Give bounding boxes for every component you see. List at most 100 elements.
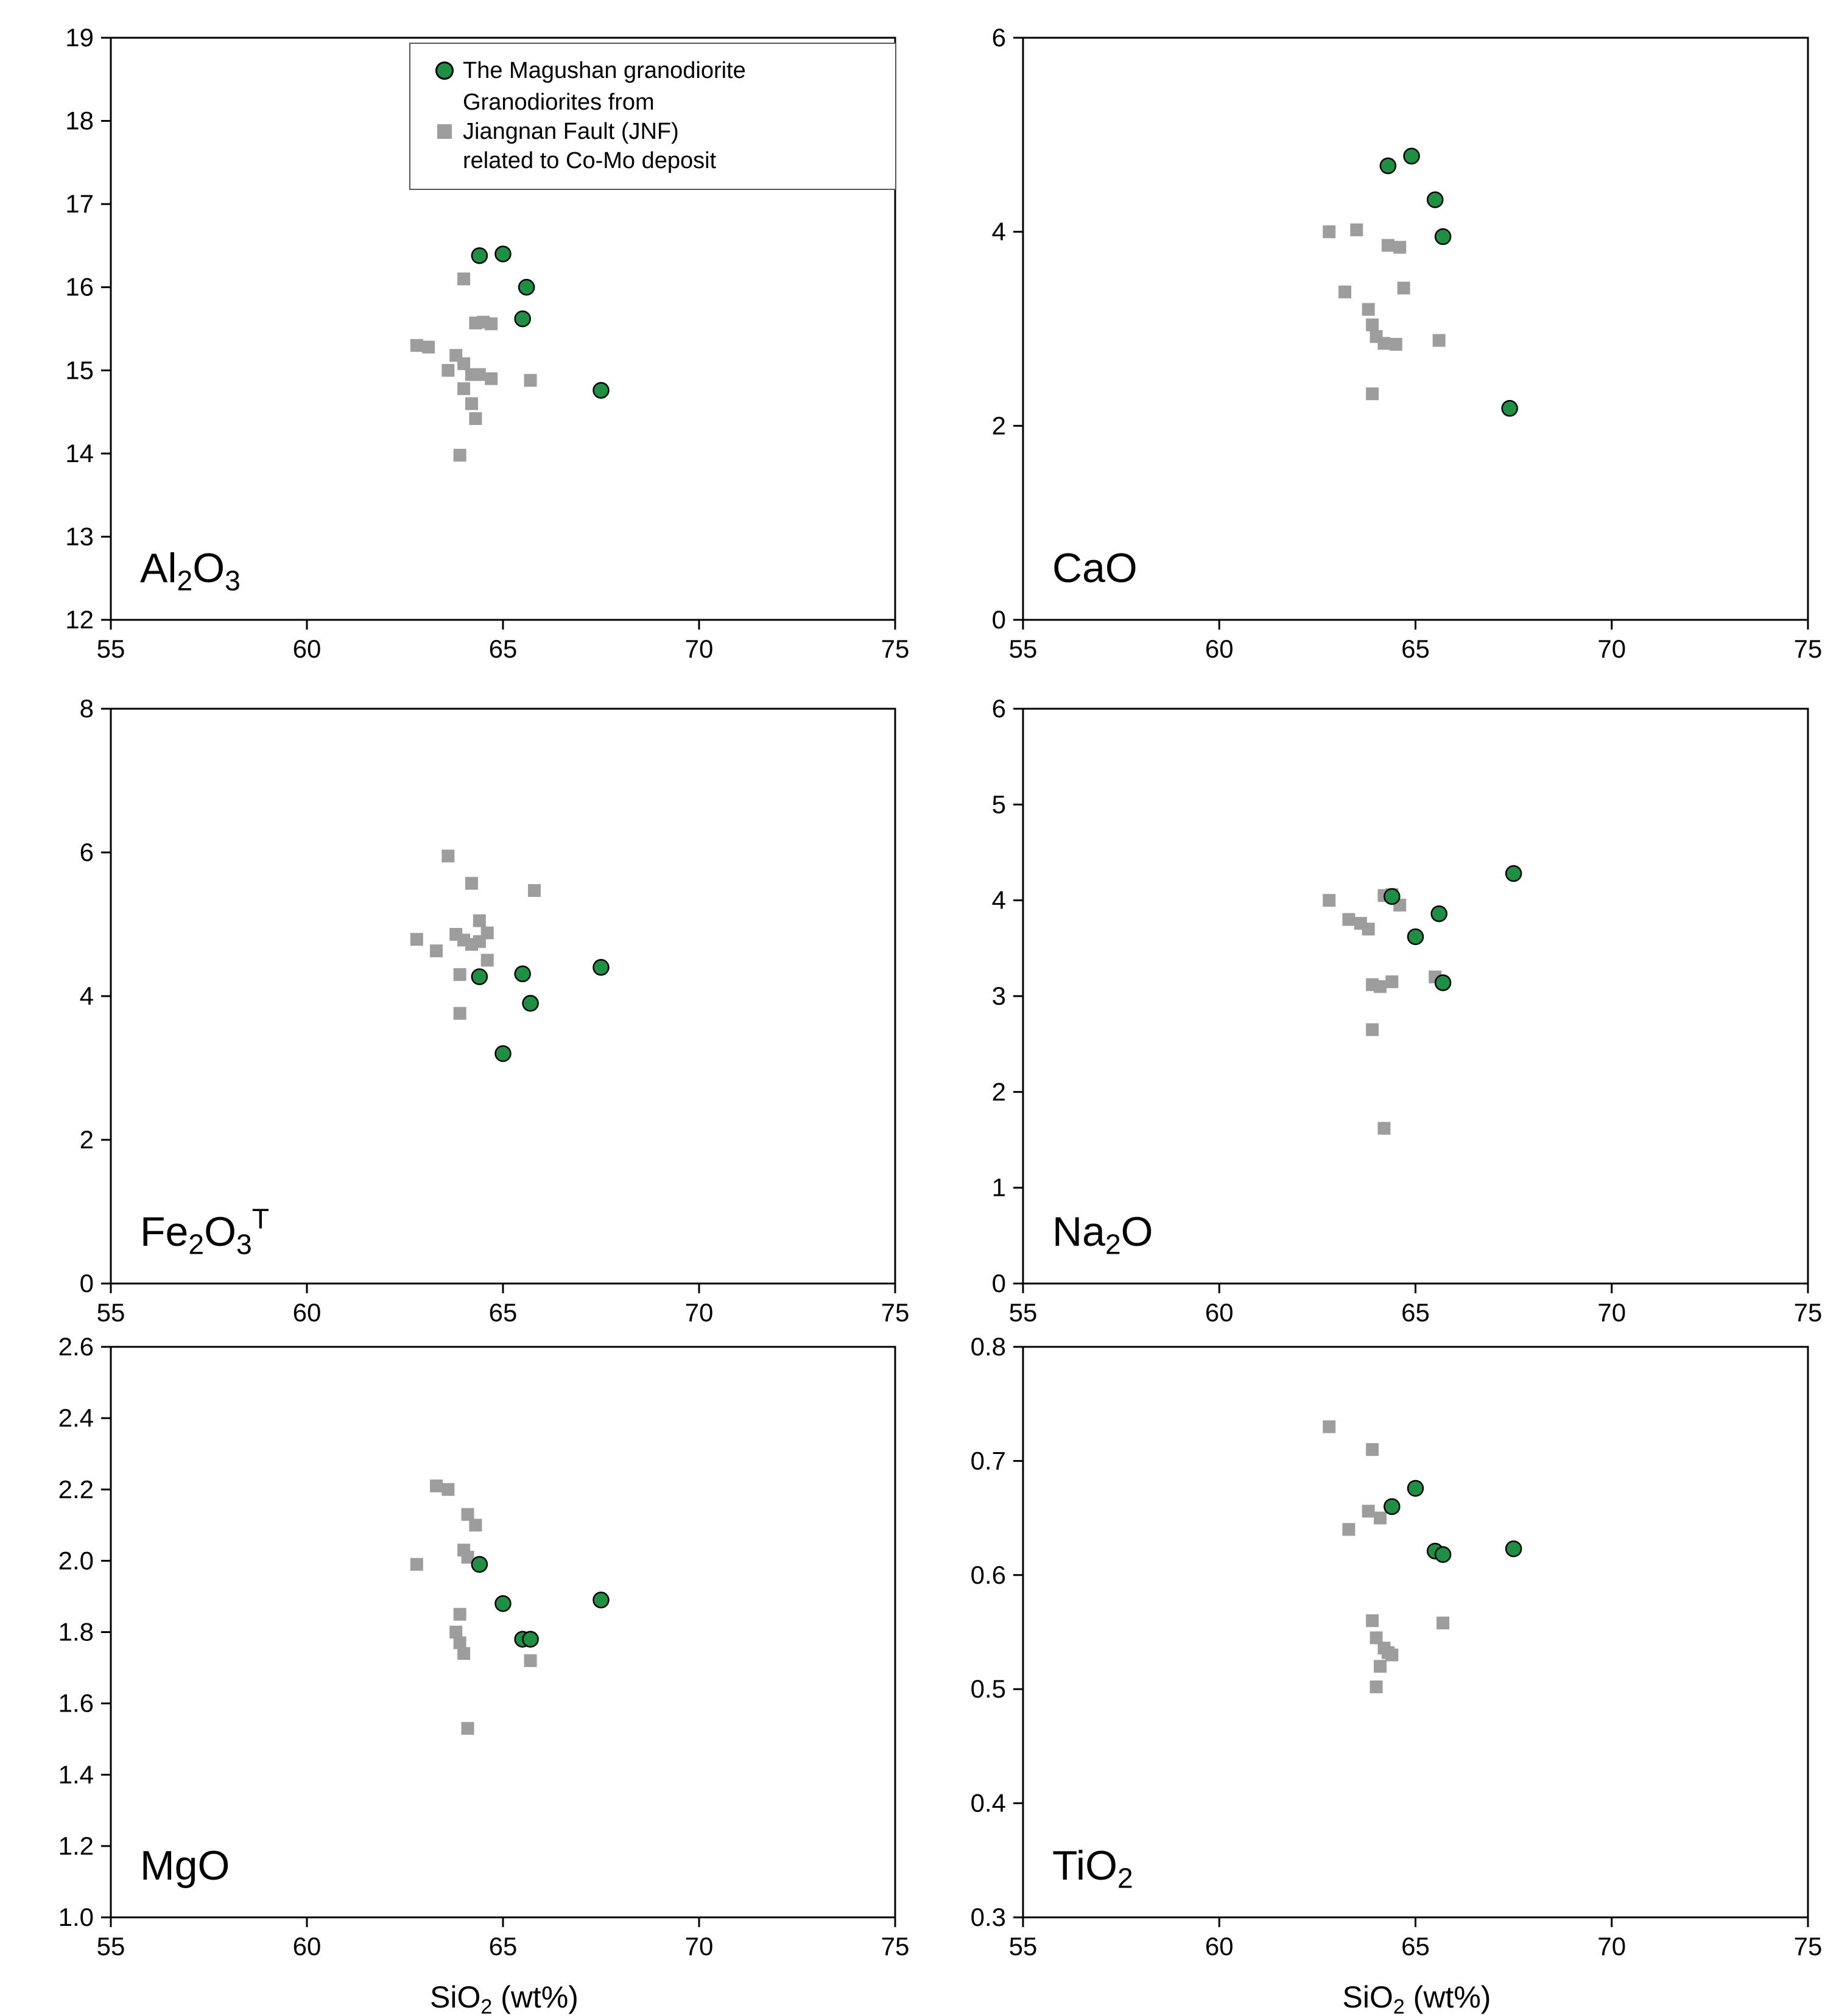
x-tick-label: 75 xyxy=(1794,1298,1823,1327)
text-part: Fe xyxy=(140,1209,188,1255)
x-tick-label: 75 xyxy=(1794,634,1823,663)
jnf-granodiorite-point xyxy=(480,954,494,967)
y-tick-label: 0 xyxy=(992,605,1006,634)
x-tick-label: 60 xyxy=(293,634,322,663)
magushan-granodiorite-point xyxy=(471,247,488,264)
magushan-granodiorite-point xyxy=(471,968,488,985)
jnf-granodiorite-point xyxy=(1362,303,1375,316)
y-tick-label: 19 xyxy=(65,23,94,52)
text-part: T xyxy=(252,1203,269,1234)
y-tick-label: 1.0 xyxy=(58,1903,94,1931)
panel-fe2o3t: 55 60 65 70 75 0 2 4 6 8 Fe2O3T xyxy=(0,670,912,1333)
jnf-granodiorite-point xyxy=(465,877,478,890)
legend-label-jnf-line2: Jiangnan Fault (JNF) xyxy=(463,119,679,144)
magushan-granodiorite-point xyxy=(1505,1540,1522,1558)
y-tick-label: 2.2 xyxy=(58,1475,94,1503)
magushan-granodiorite-point xyxy=(1434,974,1452,991)
jnf-granodiorite-point xyxy=(453,1006,466,1020)
x-tick-label: 75 xyxy=(1794,1932,1823,1961)
legend-square-marker-icon xyxy=(437,124,452,139)
jnf-granodiorite-point xyxy=(1342,1523,1356,1536)
text-part: (wt%) xyxy=(492,1980,578,2014)
jnf-granodiorite-point xyxy=(469,412,482,425)
x-tick-label: 60 xyxy=(1205,1298,1234,1327)
y-tick-label: 1.8 xyxy=(58,1618,94,1646)
magushan-granodiorite-point xyxy=(1384,888,1401,905)
text-part: O xyxy=(204,1209,236,1255)
plot-box xyxy=(110,1346,896,1919)
y-tick-label: 8 xyxy=(80,694,94,723)
panel-al2o3: 55 60 65 70 75 12 13 14 15 16 17 18 19 Al2O3 The Magu… xyxy=(0,0,912,670)
jnf-granodiorite-point xyxy=(1323,225,1336,239)
x-tick-label: 60 xyxy=(293,1932,322,1961)
x-tick-label: 70 xyxy=(1597,634,1626,663)
x-axis-title: SiO2 (wt%) xyxy=(430,1980,578,2016)
text-part: (wt%) xyxy=(1405,1980,1491,2014)
text-part: SiO xyxy=(430,1980,480,2014)
jnf-granodiorite-point xyxy=(1323,1420,1336,1433)
y-tick-label: 13 xyxy=(65,522,94,550)
jnf-granodiorite-point xyxy=(1350,223,1363,236)
y-tick-label: 0 xyxy=(80,1269,94,1298)
y-tick-label: 0.8 xyxy=(971,1333,1006,1361)
jnf-granodiorite-point xyxy=(485,317,498,331)
magushan-granodiorite-point xyxy=(593,1592,610,1609)
magushan-granodiorite-point xyxy=(471,1556,488,1573)
text-part: 2 xyxy=(177,565,192,597)
jnf-granodiorite-point xyxy=(457,382,471,395)
text-part: 2 xyxy=(1117,1863,1133,1894)
y-tick-label: 14 xyxy=(65,439,94,468)
jnf-granodiorite-point xyxy=(473,368,486,381)
legend-item-jnf: Granodiorites from Jiangnan Fault (JNF) … xyxy=(426,88,879,175)
x-tick-label: 70 xyxy=(1597,1932,1626,1961)
jnf-granodiorite-point xyxy=(1370,1680,1383,1693)
jnf-granodiorite-point xyxy=(1389,337,1402,351)
magushan-granodiorite-point xyxy=(1379,157,1397,175)
x-tick-label: 70 xyxy=(685,1932,714,1961)
jnf-granodiorite-point xyxy=(524,374,537,387)
jnf-granodiorite-point xyxy=(1432,334,1446,347)
y-tick-label: 0.7 xyxy=(971,1446,1006,1475)
panel-label: Al2O3 xyxy=(140,545,241,597)
magushan-granodiorite-point xyxy=(1384,1498,1401,1516)
text-part: 2 xyxy=(1393,1995,1405,2016)
jnf-granodiorite-point xyxy=(469,1519,482,1532)
magushan-granodiorite-point xyxy=(522,995,539,1012)
text-part: MgO xyxy=(140,1842,230,1889)
magushan-granodiorite-point xyxy=(593,959,610,976)
x-tick-label: 55 xyxy=(97,1298,125,1327)
jnf-granodiorite-point xyxy=(453,968,466,982)
legend-label-magushan: The Magushan granodiorite xyxy=(463,58,746,83)
panel-mgo: 55 60 65 70 75 1.0 1.2 1.4 1.6 1.8 2.0 2.2 2.4 2.6 MgO… xyxy=(0,1333,912,2016)
jnf-granodiorite-point xyxy=(410,339,423,352)
x-tick-label: 60 xyxy=(293,1298,322,1327)
jnf-granodiorite-point xyxy=(524,1654,537,1667)
jnf-granodiorite-point xyxy=(480,926,494,940)
y-tick-label: 0.6 xyxy=(971,1561,1006,1589)
x-tick-label: 55 xyxy=(1009,634,1038,663)
jnf-granodiorite-point xyxy=(1385,975,1399,988)
chart-cao: 55 60 65 70 75 0 2 4 6 CaO xyxy=(992,23,1823,663)
text-part: 2 xyxy=(1105,1229,1121,1260)
x-tick-label: 70 xyxy=(685,634,714,663)
jnf-granodiorite-point xyxy=(1323,894,1336,907)
y-tick-label: 1 xyxy=(992,1173,1006,1202)
jnf-granodiorite-point xyxy=(1366,1614,1379,1628)
jnf-granodiorite-point xyxy=(1397,281,1410,295)
y-tick-label: 5 xyxy=(992,790,1006,818)
jnf-granodiorite-point xyxy=(430,1479,443,1492)
x-tick-label: 75 xyxy=(881,1932,910,1961)
x-tick-label: 70 xyxy=(1597,1298,1626,1327)
jnf-granodiorite-point xyxy=(441,1483,455,1496)
jnf-granodiorite-point xyxy=(1362,1505,1375,1518)
plot-box xyxy=(1022,1346,1809,1919)
jnf-granodiorite-point xyxy=(453,1607,466,1621)
jnf-granodiorite-point xyxy=(410,933,423,946)
x-tick-label: 60 xyxy=(1205,634,1234,663)
magushan-granodiorite-point xyxy=(1501,399,1518,417)
jnf-granodiorite-point xyxy=(430,944,443,958)
magushan-granodiorite-point xyxy=(1505,865,1522,882)
x-tick-label: 55 xyxy=(97,634,125,663)
text-part: 3 xyxy=(225,565,241,597)
y-tick-label: 1.2 xyxy=(58,1832,94,1860)
